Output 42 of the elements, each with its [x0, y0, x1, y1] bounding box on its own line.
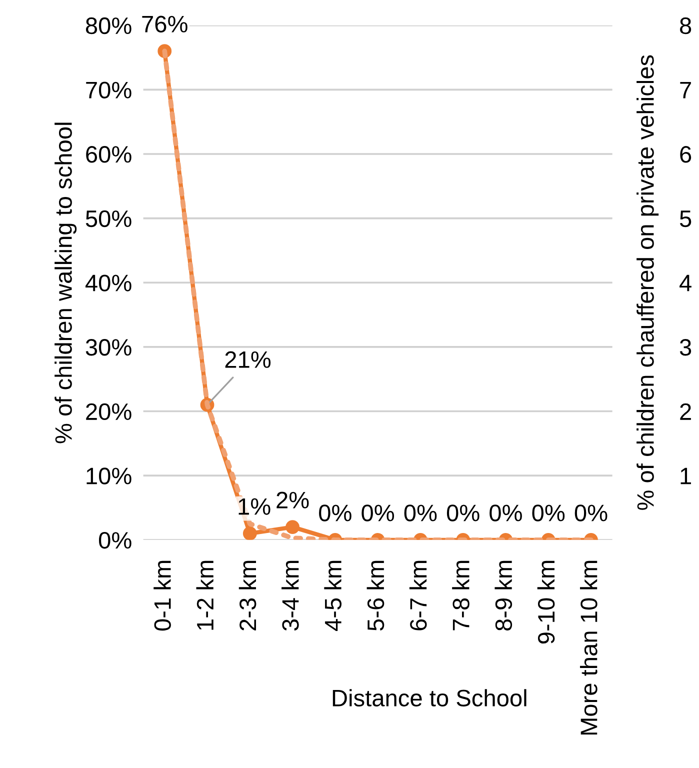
data-label: 0% — [490, 504, 522, 522]
data-label: 0% — [446, 504, 480, 522]
y2-tick-label: 8 — [680, 17, 692, 34]
x-tick-label: 3-4 km — [282, 560, 299, 631]
y2-tick-label: 2 — [680, 403, 691, 420]
x-tick-label: 5-6 km — [366, 560, 384, 631]
y-tick-label: 60% — [86, 146, 132, 163]
x-tick-label: 9-10 km — [537, 560, 555, 644]
y2-tick-label: 1 — [680, 468, 691, 484]
x-axis-title: Distance to School — [332, 689, 526, 706]
data-label: 76% — [142, 16, 188, 33]
y-tick-label: 70% — [86, 82, 132, 98]
y2-tick-label: 7 — [680, 82, 691, 98]
y2-tick-label: 5 — [680, 210, 692, 228]
data-label: 0% — [574, 504, 608, 522]
x-tick-label: 6-7 km — [409, 560, 427, 630]
x-tick-label: 0-1 km — [154, 560, 171, 631]
y-tick-label: 0% — [98, 532, 132, 549]
data-label: 0% — [319, 504, 352, 522]
data-label: 1% — [238, 498, 270, 515]
y-tick-label: 40% — [85, 274, 132, 292]
data-label: 0% — [362, 504, 394, 522]
y-tick-label: 50% — [86, 210, 132, 228]
y-tick-label: 80% — [86, 17, 132, 34]
y2-axis-title: % of children chauffered on private vehicles — [636, 55, 659, 510]
x-tick-label: 7-8 km — [452, 560, 470, 630]
y-axis-title: % of children walking to school — [54, 122, 77, 444]
x-tick-label: 1-2 km — [196, 560, 214, 630]
x-tick-label: More than 10 km — [580, 560, 598, 735]
y-tick-label: 20% — [86, 403, 132, 420]
data-label: 21% — [225, 351, 271, 368]
x-tick-label: 2-3 km — [238, 560, 256, 630]
y2-tick-label: 3 — [680, 339, 692, 356]
data-label: 0% — [532, 504, 565, 522]
y-tick-label: 10% — [86, 468, 132, 484]
x-tick-label: 4-5 km — [324, 560, 342, 631]
data-label: 2% — [276, 492, 309, 508]
y-tick-label: 30% — [86, 339, 132, 356]
data-label: 0% — [404, 504, 437, 522]
y2-tick-label: 4 — [680, 274, 692, 292]
x-tick-label: 8-9 km — [494, 560, 512, 630]
y2-tick-label: 6 — [680, 146, 692, 163]
